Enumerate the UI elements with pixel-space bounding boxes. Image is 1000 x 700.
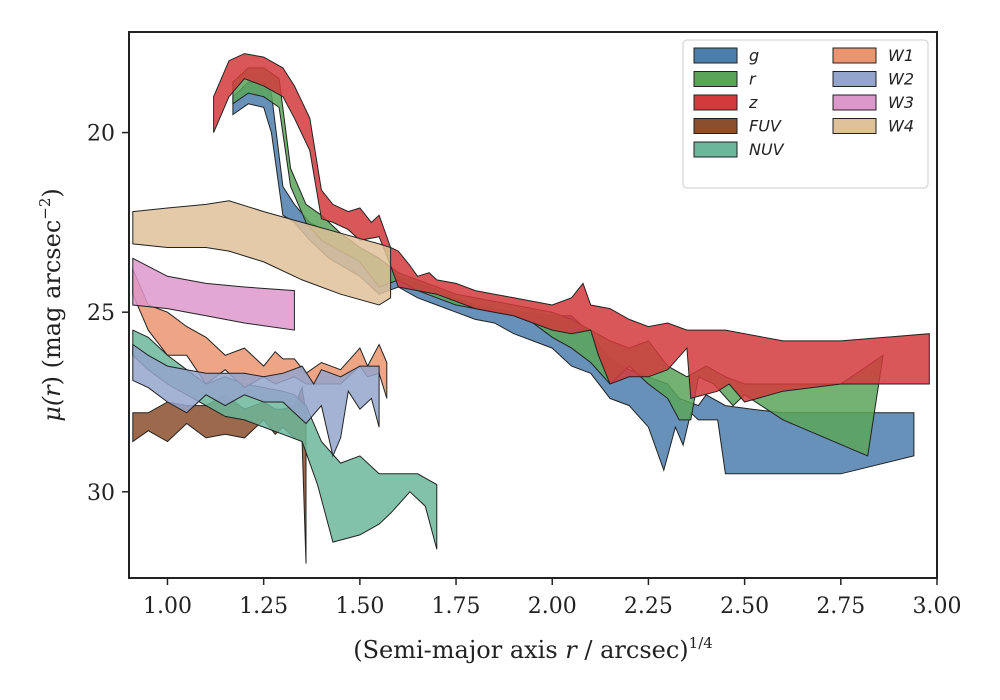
x-tick-label: 1.00 [143,594,192,619]
x-tick-label: 1.50 [335,594,384,619]
legend-label-FUV: FUV [749,117,782,136]
x-axis-label: (Semi-major axis r / arcsec)1/4 [353,634,713,664]
legend-swatch-FUV [693,118,738,134]
y-axis-label: μ(r) (mag arcsec−2) [36,188,66,422]
band-W4 [132,200,392,306]
y-axis: 20 25 30 [87,122,129,506]
legend-swatch-z [693,94,738,111]
x-tick-label: 2.75 [816,594,865,619]
y-tick-label: 20 [87,122,115,147]
x-tick-label: 2.25 [624,594,673,619]
x-tick-label: 2.00 [528,594,577,619]
legend-swatch-g [693,47,738,64]
legend-label-W1: W1 [888,46,914,65]
band-W1 [132,268,388,399]
legend-label-W2: W2 [888,70,914,89]
series-bands [132,53,930,564]
band-W3 [132,257,295,331]
legend-swatch-r [693,71,738,87]
x-tick-label: 1.75 [432,594,481,619]
legend-swatch-W1 [832,47,877,64]
legend-swatch-W4 [832,118,877,134]
legend-swatch-W3 [832,94,877,111]
x-tick-label: 2.50 [720,594,769,619]
y-tick-label: 30 [87,481,115,506]
plot-frame [128,31,938,579]
legend-swatch-W2 [832,71,877,87]
legend-label-z: z [748,93,758,112]
x-tick-label: 3.00 [913,594,962,619]
legend-swatch-NUV [693,141,738,158]
y-tick-label: 25 [87,301,115,326]
legend: grz FUV NUV W1 W2 W3 W4 [682,39,929,189]
x-tick-label: 1.25 [239,594,288,619]
legend-label-W4: W4 [888,117,914,136]
legend-label-r: r [749,70,757,89]
legend-label-W3: W3 [888,93,914,112]
legend-label-g: g [749,46,759,65]
x-axis: 1.00 1.25 1.50 1.75 2.00 2.25 2.50 2.75 3.00 [143,578,962,619]
legend-label-NUV: NUV [749,140,785,159]
band-W2 [132,343,380,458]
